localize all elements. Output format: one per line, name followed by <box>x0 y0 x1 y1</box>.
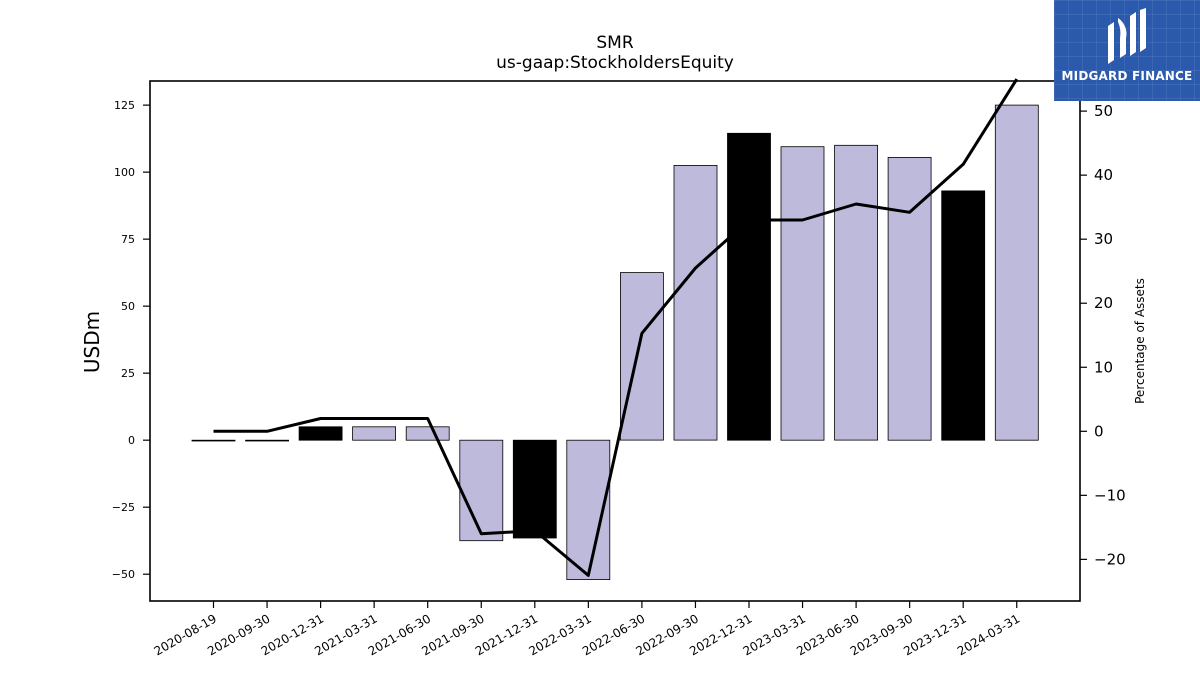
bar <box>245 439 290 442</box>
bar <box>620 272 664 441</box>
bar <box>352 426 397 441</box>
bar <box>191 439 236 442</box>
plot-frame <box>149 80 1081 602</box>
bar <box>298 426 343 441</box>
midgard-finance-logo: MIDGARD FINANCE <box>1054 0 1200 101</box>
bar <box>994 104 1039 441</box>
bar <box>459 439 504 542</box>
y-axis-label: USDm <box>80 311 104 373</box>
midgard-logo-icon <box>1108 8 1146 64</box>
y-tick-label: −50 <box>112 568 135 581</box>
y2-tick-label: 0 <box>1094 422 1104 440</box>
chart-title: SMR <box>596 33 633 53</box>
bar <box>780 146 825 441</box>
y2-tick-label: 20 <box>1094 294 1113 312</box>
y-tick-label: 25 <box>121 367 135 380</box>
y2-tick-label: −10 <box>1094 486 1126 504</box>
bar <box>673 164 718 441</box>
bar <box>941 190 986 441</box>
bar <box>727 132 771 441</box>
logo-text: MIDGARD FINANCE <box>1061 69 1193 83</box>
bar <box>512 439 557 539</box>
y2-tick-label: −20 <box>1094 550 1126 568</box>
chart-subtitle: us-gaap:StockholdersEquity <box>496 53 734 73</box>
y-tick-label: 0 <box>128 434 135 447</box>
y-tick-label: 75 <box>121 233 135 246</box>
y-tick-label: 125 <box>114 99 135 112</box>
bar <box>887 156 932 441</box>
y-tick-label: −25 <box>112 501 135 514</box>
y2-tick-label: 50 <box>1094 102 1113 120</box>
bar <box>834 144 878 441</box>
y2-tick-label: 40 <box>1094 166 1113 184</box>
y2-axis-label: Percentage of Assets <box>1133 278 1147 404</box>
y-tick-label: 100 <box>114 166 135 179</box>
y2-tick-label: 30 <box>1094 230 1113 248</box>
percentage-line <box>213 78 1019 577</box>
y2-tick-label: 10 <box>1094 358 1113 376</box>
bar <box>405 426 450 441</box>
y-tick-label: 50 <box>121 300 135 313</box>
